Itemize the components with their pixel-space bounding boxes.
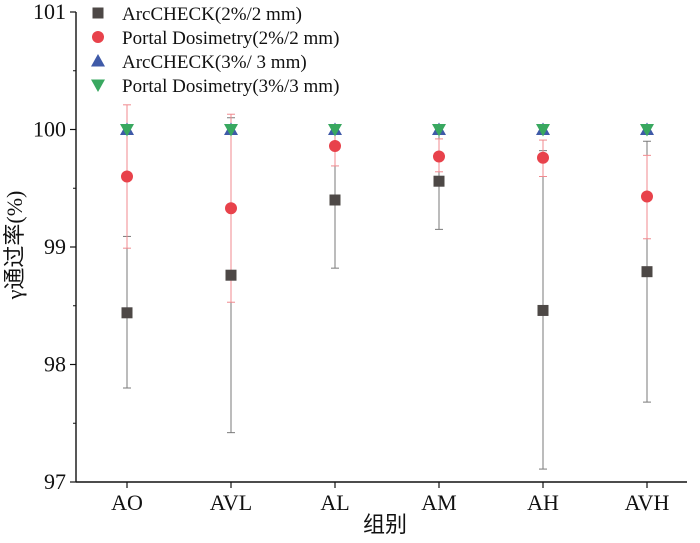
- point-triangle-down: [328, 124, 342, 137]
- x-tick-label: AVH: [625, 490, 670, 515]
- x-axis-title: 组别: [363, 512, 407, 537]
- y-tick-label: 101: [33, 0, 66, 24]
- y-axis-title: γ通过率(%): [2, 191, 27, 301]
- point-circle: [537, 151, 549, 164]
- point-circle: [329, 139, 341, 152]
- legend-marker-circle: [92, 31, 104, 43]
- point-square: [329, 194, 341, 206]
- point-square: [641, 266, 653, 278]
- legend-label: ArcCHECK(3%/ 3 mm): [122, 52, 307, 73]
- x-tick-label: AL: [320, 490, 349, 515]
- legend-label: ArcCHECK(2%/2 mm): [122, 4, 302, 25]
- x-tick-label: AO: [111, 490, 143, 515]
- point-triangle-down: [640, 124, 654, 137]
- y-tick-label: 97: [44, 469, 66, 494]
- data-points: [120, 122, 654, 319]
- legend-marker-triangle-up: [91, 54, 105, 67]
- point-square: [433, 175, 445, 187]
- error-bars: [123, 104, 651, 470]
- point-square: [225, 269, 237, 281]
- x-tick-label: AH: [527, 490, 559, 515]
- axes: 97 98 99 100 101 AO AVL AL AM AH AVH: [33, 0, 687, 515]
- point-triangle-down: [120, 124, 134, 137]
- point-triangle-down: [224, 124, 238, 137]
- legend-marker-triangle-down: [91, 79, 105, 92]
- point-square: [121, 307, 133, 319]
- legend-marker-square: [92, 7, 104, 19]
- y-tick-label: 99: [44, 234, 66, 259]
- point-circle: [225, 202, 237, 215]
- point-circle: [121, 170, 133, 183]
- x-tick-label: AM: [421, 490, 456, 515]
- y-tick-label: 98: [44, 352, 66, 377]
- point-triangle-down: [536, 124, 550, 137]
- x-tick-label: AVL: [210, 490, 252, 515]
- y-tick-label: 100: [33, 117, 66, 142]
- legend: ArcCHECK(2%/2 mm) Portal Dosimetry(2%/2 m…: [91, 4, 339, 97]
- point-circle: [641, 190, 653, 203]
- legend-label: Portal Dosimetry(3%/3 mm): [122, 76, 339, 97]
- legend-label: Portal Dosimetry(2%/2 mm): [122, 28, 339, 49]
- point-triangle-down: [432, 124, 446, 137]
- point-circle: [433, 150, 445, 163]
- point-square: [537, 304, 549, 316]
